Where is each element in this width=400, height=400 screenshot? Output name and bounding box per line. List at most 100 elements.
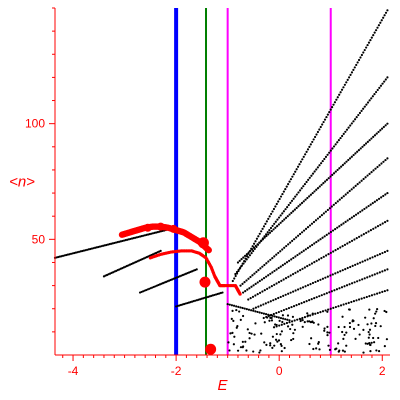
data-point — [336, 247, 339, 250]
x-tick-label: -2 — [171, 364, 182, 378]
data-point — [261, 265, 264, 268]
data-point — [382, 160, 385, 163]
data-point — [365, 206, 368, 209]
data-point — [294, 289, 297, 292]
data-point — [239, 266, 242, 269]
data-point — [262, 225, 266, 228]
data-point — [348, 76, 351, 79]
data-point — [299, 287, 302, 290]
data-point — [332, 203, 335, 206]
data-point — [309, 143, 312, 146]
data-point — [323, 293, 326, 296]
data-point — [377, 130, 380, 134]
data-point — [358, 279, 361, 282]
data-point — [277, 266, 280, 270]
data-point — [284, 216, 288, 219]
data-point — [383, 250, 387, 254]
data-point — [302, 200, 305, 203]
data-point — [290, 258, 293, 261]
data-point — [346, 266, 349, 270]
data-point — [310, 337, 313, 340]
data-point — [239, 318, 242, 321]
data-point — [340, 196, 343, 200]
data-point — [362, 51, 365, 54]
data-point — [273, 222, 276, 225]
data-point — [376, 254, 379, 257]
data-point — [370, 137, 373, 140]
data-point — [343, 243, 347, 246]
data-point — [377, 24, 381, 27]
data-point — [312, 347, 315, 351]
data-point — [281, 314, 285, 317]
data-point — [366, 101, 370, 104]
data-point — [254, 322, 257, 325]
data-point — [373, 293, 376, 296]
data-point — [298, 163, 301, 166]
data-point — [356, 280, 359, 283]
data-point — [352, 153, 355, 157]
data-point — [282, 294, 285, 297]
data-point — [360, 179, 363, 182]
data-point — [376, 272, 379, 275]
data-point — [374, 324, 377, 328]
data-point — [303, 266, 306, 269]
data-point — [324, 276, 327, 279]
data-point — [291, 323, 294, 326]
highlight-marker — [156, 222, 165, 231]
data-point — [375, 199, 379, 202]
data-point — [345, 81, 348, 84]
data-point — [292, 332, 295, 335]
data-point — [245, 258, 248, 261]
data-point — [266, 287, 269, 290]
data-point — [278, 324, 281, 327]
data-point — [310, 320, 314, 324]
data-point — [271, 271, 274, 274]
data-point — [375, 310, 378, 313]
data-point — [249, 249, 252, 252]
data-point — [266, 231, 269, 234]
data-point — [289, 178, 293, 181]
data-point — [315, 133, 318, 136]
data-point — [256, 281, 259, 284]
data-point — [289, 241, 292, 244]
data-point — [325, 292, 328, 295]
data-point — [281, 220, 284, 223]
data-point — [293, 208, 296, 211]
data-point — [318, 164, 321, 167]
data-point — [294, 170, 297, 173]
data-point — [329, 251, 332, 254]
data-point — [377, 336, 380, 340]
data-point — [381, 222, 384, 225]
data-point — [243, 260, 247, 263]
data-point — [360, 234, 363, 237]
data-point — [334, 201, 337, 205]
data-point — [253, 272, 256, 275]
data-point — [285, 321, 289, 325]
data-point — [221, 291, 224, 294]
data-point — [275, 332, 278, 336]
data-point — [316, 279, 320, 282]
data-point — [354, 213, 358, 216]
data-point — [352, 300, 356, 303]
data-point — [311, 172, 315, 175]
data-point — [281, 264, 284, 267]
data-point — [257, 269, 260, 272]
data-point — [368, 295, 371, 298]
data-point — [290, 211, 293, 214]
data-point — [344, 193, 347, 196]
data-point — [288, 180, 291, 183]
data-point — [337, 342, 340, 345]
data-point — [195, 268, 198, 271]
data-point — [383, 14, 386, 17]
data-point — [260, 332, 263, 335]
data-point — [367, 230, 370, 233]
data-point — [360, 297, 363, 300]
data-point — [338, 225, 341, 228]
data-point — [366, 140, 369, 143]
highlight-marker — [143, 223, 152, 232]
data-point — [303, 321, 306, 324]
data-point — [372, 227, 375, 230]
data-point — [357, 298, 361, 301]
data-point — [329, 274, 332, 277]
